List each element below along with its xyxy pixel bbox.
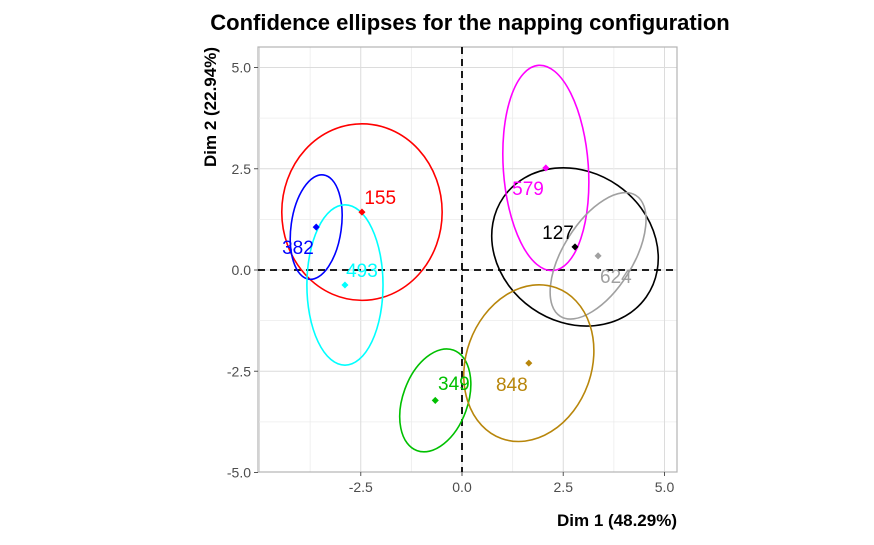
x-tick-label: 0.0 bbox=[452, 479, 472, 495]
point-label-848: 848 bbox=[496, 375, 528, 396]
point-label-493: 493 bbox=[346, 261, 378, 282]
point-848 bbox=[525, 359, 533, 367]
point-label-382: 382 bbox=[282, 238, 314, 259]
point-label-127: 127 bbox=[542, 223, 574, 244]
y-tick-label: 5.0 bbox=[232, 60, 252, 76]
y-tick-label: 2.5 bbox=[232, 161, 252, 177]
point-label-579: 579 bbox=[512, 179, 544, 200]
point-493 bbox=[341, 281, 349, 289]
x-tick-label: 5.0 bbox=[655, 479, 675, 495]
confidence-ellipse-127 bbox=[490, 166, 660, 327]
grid bbox=[257, 46, 678, 473]
point-labels: 127 155 349 382 493 579 624 848 bbox=[282, 179, 632, 396]
point-382 bbox=[312, 223, 320, 231]
axis-ticks: -2.5 0.0 2.5 5.0 -5.0 -2.5 0.0 2.5 5.0 bbox=[227, 60, 675, 496]
confidence-ellipse-624 bbox=[549, 191, 647, 320]
y-tick-label: 0.0 bbox=[232, 262, 252, 278]
ellipses bbox=[280, 64, 660, 453]
x-tick-label: -2.5 bbox=[349, 479, 373, 495]
panel-border bbox=[257, 46, 678, 473]
points bbox=[312, 164, 602, 404]
y-tick-label: -5.0 bbox=[227, 465, 251, 481]
confidence-ellipse-493 bbox=[306, 203, 384, 366]
point-127 bbox=[571, 243, 579, 251]
point-155 bbox=[358, 208, 366, 216]
x-tick-label: 2.5 bbox=[554, 479, 574, 495]
confidence-ellipse-848 bbox=[462, 283, 595, 443]
confidence-ellipse-155 bbox=[280, 122, 443, 302]
chart-title: Confidence ellipses for the napping conf… bbox=[210, 10, 729, 35]
point-label-624: 624 bbox=[600, 267, 632, 288]
point-349 bbox=[431, 396, 439, 404]
point-label-349: 349 bbox=[438, 374, 470, 395]
confidence-ellipse-349 bbox=[398, 348, 472, 453]
point-label-155: 155 bbox=[364, 188, 396, 209]
point-624 bbox=[594, 252, 602, 260]
y-axis-title: Dim 2 (22.94%) bbox=[201, 47, 220, 167]
x-axis-title: Dim 1 (48.29%) bbox=[557, 511, 677, 530]
point-579 bbox=[542, 164, 550, 172]
y-tick-label: -2.5 bbox=[227, 363, 251, 379]
confidence-ellipse-382 bbox=[289, 174, 343, 281]
